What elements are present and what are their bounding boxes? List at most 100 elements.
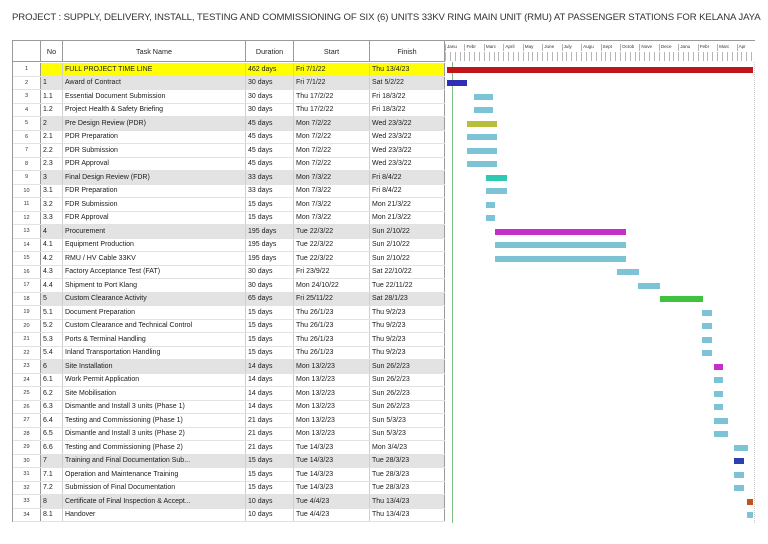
gantt-bar[interactable] (637, 282, 660, 289)
task-name[interactable]: Operation and Maintenance Training (63, 468, 246, 481)
task-duration[interactable]: 30 days (246, 279, 294, 292)
task-row[interactable]: 24 6.1 Work Permit Application 14 days Mon 1… (13, 373, 445, 387)
task-row[interactable]: 13 4 Procurement 195 days Tue 22/3/22 Sun 2/1… (13, 225, 445, 239)
row-id[interactable]: 27 (13, 414, 41, 427)
task-name[interactable]: Factory Acceptance Test (FAT) (63, 265, 246, 278)
task-start[interactable]: Mon 7/3/22 (294, 184, 370, 197)
task-finish[interactable]: Sun 26/2/23 (370, 387, 445, 400)
row-id[interactable]: 6 (13, 130, 41, 143)
task-number[interactable]: 6 (41, 360, 63, 373)
task-duration[interactable]: 14 days (246, 387, 294, 400)
gantt-bar[interactable] (746, 498, 753, 505)
task-number[interactable]: 8.1 (41, 508, 63, 521)
row-id[interactable]: 19 (13, 306, 41, 319)
gantt-bar[interactable] (701, 336, 712, 343)
gantt-bar[interactable] (473, 93, 494, 100)
task-number[interactable]: 6.3 (41, 400, 63, 413)
task-number[interactable]: 2 (41, 117, 63, 130)
row-id[interactable]: 8 (13, 157, 41, 170)
task-duration[interactable]: 15 days (246, 319, 294, 332)
task-name[interactable]: Dismantle and Install 3 units (Phase 1) (63, 400, 246, 413)
task-finish[interactable]: Wed 23/3/22 (370, 157, 445, 170)
task-start[interactable]: Fri 25/11/22 (294, 292, 370, 305)
task-finish[interactable]: Thu 9/2/23 (370, 346, 445, 359)
task-start[interactable]: Tue 22/3/22 (294, 252, 370, 265)
task-finish[interactable]: Tue 28/3/23 (370, 481, 445, 494)
task-duration[interactable]: 15 days (246, 481, 294, 494)
task-finish[interactable]: Wed 23/3/22 (370, 144, 445, 157)
task-row[interactable]: 16 4.3 Factory Acceptance Test (FAT) 30 day… (13, 265, 445, 279)
task-duration[interactable]: 10 days (246, 508, 294, 521)
task-row[interactable]: 7 2.2 PDR Submission 45 days Mon 7/2/22 Wed 2… (13, 144, 445, 158)
task-duration[interactable]: 45 days (246, 157, 294, 170)
task-finish[interactable]: Mon 3/4/23 (370, 441, 445, 454)
task-start[interactable]: Mon 13/2/23 (294, 427, 370, 440)
task-duration[interactable]: 45 days (246, 130, 294, 143)
row-id[interactable]: 9 (13, 171, 41, 184)
task-name[interactable]: Equipment Production (63, 238, 246, 251)
task-duration[interactable]: 30 days (246, 90, 294, 103)
task-start[interactable]: Mon 7/2/22 (294, 157, 370, 170)
gantt-bar[interactable] (485, 201, 496, 208)
gantt-bar[interactable] (734, 444, 749, 451)
row-id[interactable]: 11 (13, 198, 41, 211)
task-duration[interactable]: 14 days (246, 360, 294, 373)
task-duration[interactable]: 33 days (246, 171, 294, 184)
task-name[interactable]: Submission of Final Documentation (63, 481, 246, 494)
task-row[interactable]: 12 3.3 FDR Approval 15 days Mon 7/3/22 Mon 21… (13, 211, 445, 225)
task-finish[interactable]: Thu 13/4/23 (370, 508, 445, 521)
task-finish[interactable]: Tue 28/3/23 (370, 454, 445, 467)
task-name[interactable]: Work Permit Application (63, 373, 246, 386)
task-finish[interactable]: Thu 9/2/23 (370, 319, 445, 332)
header-finish[interactable]: Finish (370, 41, 445, 61)
task-number[interactable]: 7.2 (41, 481, 63, 494)
task-row[interactable]: 19 5.1 Document Preparation 15 days Thu 26/1… (13, 306, 445, 320)
task-row[interactable]: 23 6 Site Installation 14 days Mon 13/2/23 Su… (13, 360, 445, 374)
gantt-bar[interactable] (494, 228, 626, 235)
task-number[interactable]: 3.2 (41, 198, 63, 211)
row-id[interactable]: 4 (13, 103, 41, 116)
header-no[interactable]: No (41, 41, 63, 61)
task-duration[interactable]: 15 days (246, 306, 294, 319)
row-id[interactable]: 16 (13, 265, 41, 278)
task-finish[interactable]: Fri 8/4/22 (370, 184, 445, 197)
row-id[interactable]: 25 (13, 387, 41, 400)
row-id[interactable]: 34 (13, 508, 41, 521)
gantt-bar[interactable] (485, 174, 508, 181)
task-number[interactable]: 1.2 (41, 103, 63, 116)
task-finish[interactable]: Wed 23/3/22 (370, 130, 445, 143)
task-number[interactable]: 5.4 (41, 346, 63, 359)
task-row[interactable]: 34 8.1 Handover 10 days Tue 4/4/23 Thu 13/4/2… (13, 508, 445, 522)
task-duration[interactable]: 30 days (246, 265, 294, 278)
task-row[interactable]: 20 5.2 Custom Clearance and Technical Cont… (13, 319, 445, 333)
gantt-bar[interactable] (467, 161, 497, 167)
task-name[interactable]: Final Design Review (FDR) (63, 171, 246, 184)
task-row[interactable]: 2 1 Award of Contract 30 days Fri 7/1/22 Sat … (13, 76, 445, 90)
task-number[interactable]: 4.1 (41, 238, 63, 251)
task-name[interactable]: Site Mobilisation (63, 387, 246, 400)
row-id[interactable]: 24 (13, 373, 41, 386)
task-row[interactable]: 4 1.2 Project Health & Safety Briefing 30 d… (13, 103, 445, 117)
task-row[interactable]: 1 FULL PROJECT TIME LINE 462 days Fri 7/1/2… (13, 63, 445, 77)
task-start[interactable]: Mon 13/2/23 (294, 360, 370, 373)
gantt-bar[interactable] (467, 147, 497, 154)
task-duration[interactable]: 14 days (246, 373, 294, 386)
task-row[interactable]: 5 2 Pre Design Review (PDR) 45 days Mon 7/2/… (13, 117, 445, 131)
task-finish[interactable]: Tue 22/11/22 (370, 279, 445, 292)
task-start[interactable]: Mon 7/2/22 (294, 130, 370, 143)
gantt-bar[interactable] (701, 350, 712, 356)
gantt-bar[interactable] (713, 390, 724, 397)
task-number[interactable]: 1 (41, 76, 63, 89)
task-number[interactable]: 7 (41, 454, 63, 467)
task-start[interactable]: Tue 4/4/23 (294, 508, 370, 521)
task-duration[interactable]: 15 days (246, 346, 294, 359)
row-id[interactable]: 14 (13, 238, 41, 251)
task-duration[interactable]: 195 days (246, 225, 294, 238)
row-id[interactable]: 13 (13, 225, 41, 238)
header-task-name[interactable]: Task Name (63, 41, 246, 61)
task-row[interactable]: 17 4.4 Shipment to Port Klang 30 days Mon 24… (13, 279, 445, 293)
task-name[interactable]: Inland Transportation Handling (63, 346, 246, 359)
task-duration[interactable]: 33 days (246, 184, 294, 197)
task-finish[interactable]: Sun 5/3/23 (370, 427, 445, 440)
task-name[interactable]: FDR Preparation (63, 184, 246, 197)
